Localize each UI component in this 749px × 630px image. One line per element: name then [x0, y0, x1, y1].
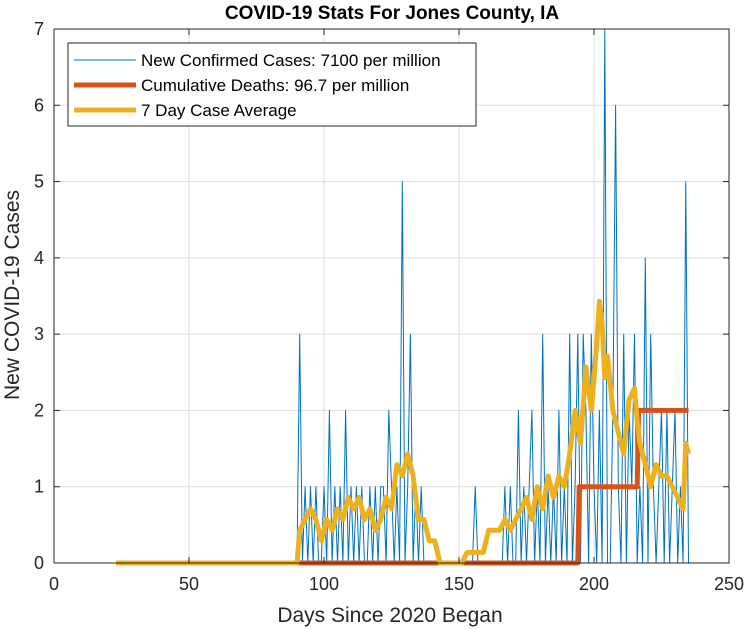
legend: New Confirmed Cases: 7100 per million Cum… — [67, 42, 477, 127]
y-tick-label: 1 — [34, 477, 44, 497]
series-7day-average-line — [116, 298, 691, 566]
y-tick-label: 4 — [34, 248, 44, 268]
y-tick-label: 3 — [34, 324, 44, 344]
y-tick-label: 0 — [34, 553, 44, 573]
legend-entry-label: Cumulative Deaths: 96.7 per million — [141, 76, 409, 95]
x-tick-label: 0 — [49, 574, 59, 594]
y-tick-label: 2 — [34, 400, 44, 420]
x-tick-label: 250 — [714, 574, 744, 594]
x-axis-label: Days Since 2020 Began — [277, 604, 502, 627]
legend-entry-label: New Confirmed Cases: 7100 per million — [141, 51, 441, 70]
y-tick-label: 6 — [34, 95, 44, 115]
x-tick-label: 100 — [309, 574, 339, 594]
legend-entry-label: 7 Day Case Average — [141, 101, 297, 120]
x-tick-label: 50 — [179, 574, 199, 594]
y-tick-label: 7 — [34, 19, 44, 39]
y-tick-label: 5 — [34, 172, 44, 192]
x-tick-label: 150 — [444, 574, 474, 594]
chart-title: COVID-19 Stats For Jones County, IA — [225, 3, 560, 24]
y-axis-label: New COVID-19 Cases — [1, 190, 24, 400]
ticks: 0 50 100 150 200 250 0 1 2 3 4 5 6 7 — [34, 19, 744, 594]
plot-frame — [53, 28, 730, 564]
x-tick-label: 200 — [579, 574, 609, 594]
